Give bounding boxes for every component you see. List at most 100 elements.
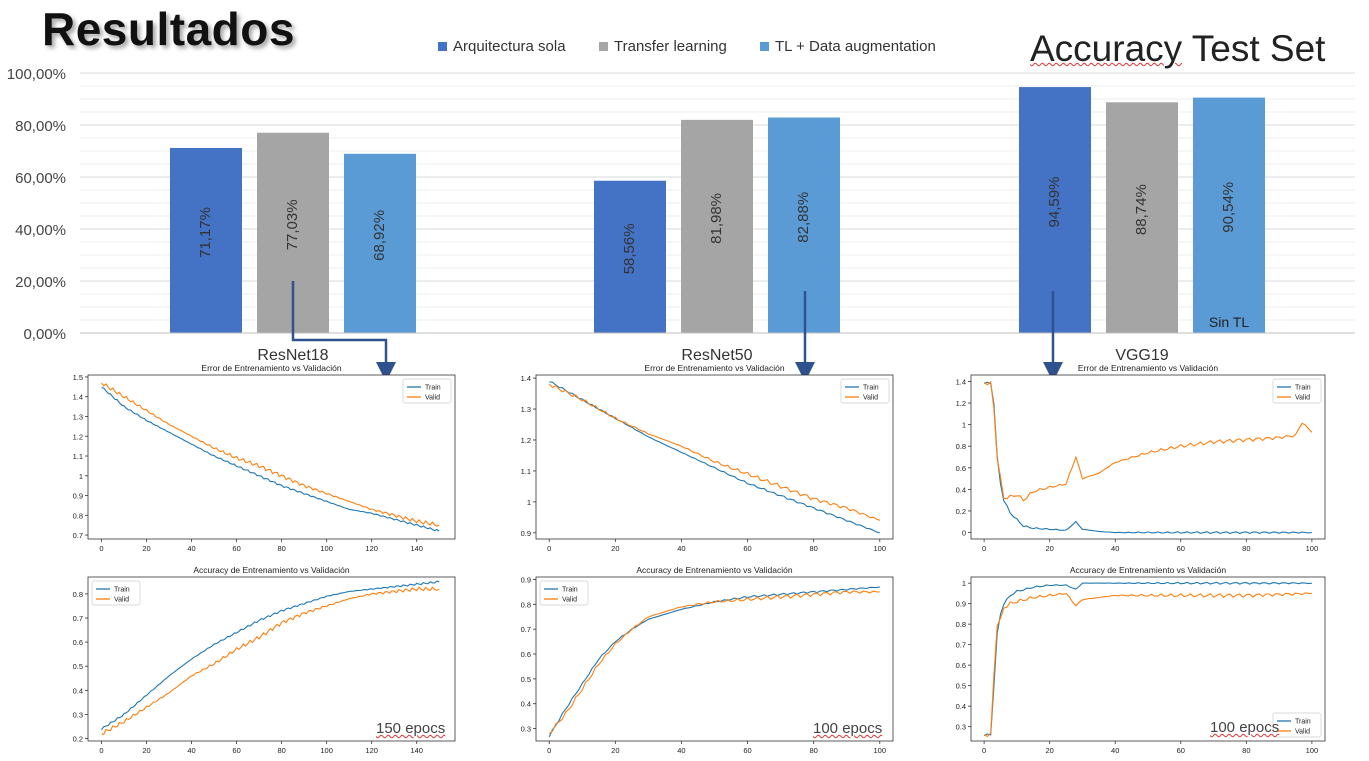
y-tick-label: 0.8 — [521, 600, 531, 609]
x-tick-label: 40 — [187, 746, 195, 755]
epochs-annotation-resnet50: 100 epocs — [813, 720, 882, 737]
series-line-valid — [101, 382, 440, 527]
plot-frame — [535, 374, 894, 540]
series-line-train — [549, 381, 880, 534]
legend-label: TL + Data augmentation — [775, 38, 936, 55]
bar-vgg19-1 — [1106, 102, 1178, 333]
plot-title: Error de Entrenamiento vs Validación — [1078, 363, 1218, 373]
y-tick-label: 1.3 — [73, 412, 83, 421]
x-tick-label: 120 — [365, 544, 378, 553]
x-tick-label: 20 — [1045, 746, 1053, 755]
bar-vgg19-0 — [1019, 87, 1091, 333]
plot-frame — [970, 374, 1326, 540]
bar-vgg19-2 — [1193, 97, 1265, 333]
plot-legend: Train Valid — [1272, 712, 1322, 738]
epochs-annotation-vgg19: 100 epocs — [1210, 719, 1279, 736]
x-tick-label: 140 — [410, 746, 423, 755]
y-tick-label: 0.2 — [956, 507, 966, 516]
legend-label: Valid — [425, 395, 440, 402]
series-line-valid — [548, 590, 880, 735]
legend-swatch — [599, 42, 608, 51]
plot-frame — [970, 576, 1326, 742]
y-tick-label: 0,00% — [23, 326, 66, 343]
legend-item-arquitectura-sola: Arquitectura sola — [438, 38, 566, 55]
bar-resnet18-0 — [170, 147, 242, 333]
legend-label: Valid — [1295, 395, 1310, 402]
resnet18-accuracy-plot: Accuracy de Entrenamiento vs Validación 0… — [73, 565, 456, 755]
y-tick-label: 0.4 — [521, 700, 531, 709]
legend-label: Valid — [1295, 729, 1310, 736]
y-tick-label: 0.3 — [521, 725, 531, 734]
epochs-annotation-text: 150 epocs — [376, 720, 446, 737]
y-tick-label: 0.7 — [73, 531, 83, 540]
plot-legend: Train Valid — [91, 580, 141, 606]
x-tick-label: 80 — [809, 544, 817, 553]
y-tick-label: 0 — [962, 529, 966, 538]
y-tick-label: 0.8 — [956, 442, 966, 451]
y-tick-label: 1 — [962, 421, 966, 430]
plot-title: Accuracy de Entrenamiento vs Validación — [193, 565, 350, 575]
legend-swatch — [438, 42, 447, 51]
vgg19-error-plot: Error de Entrenamiento vs Validación 0 20 4… — [956, 363, 1326, 553]
x-tick-label: 60 — [232, 544, 240, 553]
x-tick-label: 20 — [611, 746, 619, 755]
series-line-train — [101, 387, 440, 532]
y-tick-label: 0.9 — [521, 529, 531, 538]
x-tick-label: 0 — [99, 746, 103, 755]
x-tick-label: 140 — [410, 544, 423, 553]
x-tick-label: 60 — [1177, 544, 1185, 553]
plot-title: Error de Entrenamiento vs Validación — [201, 363, 341, 373]
y-tick-label: 0.5 — [521, 675, 531, 684]
series-line-valid — [983, 380, 1313, 502]
accuracy-bar-chart: 0,00% 20,00% 40,00% 60,00% 80,00% 100,00% 71,1… — [7, 66, 1355, 364]
x-tick-label: 0 — [99, 544, 103, 553]
accuracy-chart-title: Accuracy Test Set — [1030, 28, 1325, 70]
x-tick-label: 0 — [547, 746, 551, 755]
y-tick-label: 1.4 — [956, 377, 966, 386]
y-tick-label: 40,00% — [15, 222, 66, 239]
sin-tl-label: Sin TL — [1209, 314, 1249, 330]
y-tick-label: 0.4 — [956, 485, 966, 494]
x-tick-label: 100 — [1306, 544, 1319, 553]
legend-label: Train — [425, 385, 441, 392]
plot-legend: Train Valid — [840, 378, 890, 404]
plot-legend: Train Valid — [539, 580, 589, 606]
x-tick-label: 80 — [809, 746, 817, 755]
plot-legend: Train Valid — [402, 378, 452, 404]
y-tick-label: 1 — [527, 498, 531, 507]
y-tick-label: 1.1 — [73, 452, 83, 461]
y-tick-label: 1.4 — [73, 393, 83, 402]
series-line-train — [548, 586, 880, 738]
y-tick-label: 0.8 — [956, 620, 966, 629]
x-tick-label: 80 — [1242, 746, 1250, 755]
y-tick-label: 1.4 — [521, 374, 531, 383]
legend-label: Train — [863, 385, 879, 392]
y-tick-label: 0.8 — [73, 511, 83, 520]
x-tick-label: 0 — [982, 544, 986, 553]
x-tick-label: 40 — [187, 544, 195, 553]
y-tick-label: 0.6 — [521, 650, 531, 659]
x-tick-label: 0 — [547, 544, 551, 553]
series-line-valid — [101, 586, 440, 735]
legend-label: Train — [114, 587, 130, 594]
x-tick-label: 60 — [1177, 746, 1185, 755]
epochs-annotation-text: 100 epocs — [1210, 719, 1280, 736]
x-tick-label: 100 — [320, 544, 333, 553]
x-tick-label: 80 — [277, 746, 285, 755]
y-tick-label: 0.9 — [73, 492, 83, 501]
bar-value-label: 88,74% — [1133, 184, 1150, 235]
x-tick-label: 100 — [1306, 746, 1319, 755]
plot-frame — [87, 576, 456, 742]
x-tick-label: 20 — [142, 544, 150, 553]
epochs-annotation-resnet18: 150 epocs — [376, 720, 445, 737]
y-tick-label: 0.7 — [73, 614, 83, 623]
x-tick-label: 100 — [874, 544, 887, 553]
series-line-train — [983, 381, 1312, 535]
bar-value-label: 90,54% — [1220, 182, 1237, 233]
x-tick-label: 120 — [365, 746, 378, 755]
y-tick-label: 1.5 — [73, 373, 83, 382]
plot-title: Accuracy de Entrenamiento vs Validación — [636, 565, 793, 575]
bar-resnet50-0 — [594, 180, 666, 333]
accuracy-title-rest: Test Set — [1182, 28, 1326, 69]
legend-label: Transfer learning — [614, 38, 727, 55]
